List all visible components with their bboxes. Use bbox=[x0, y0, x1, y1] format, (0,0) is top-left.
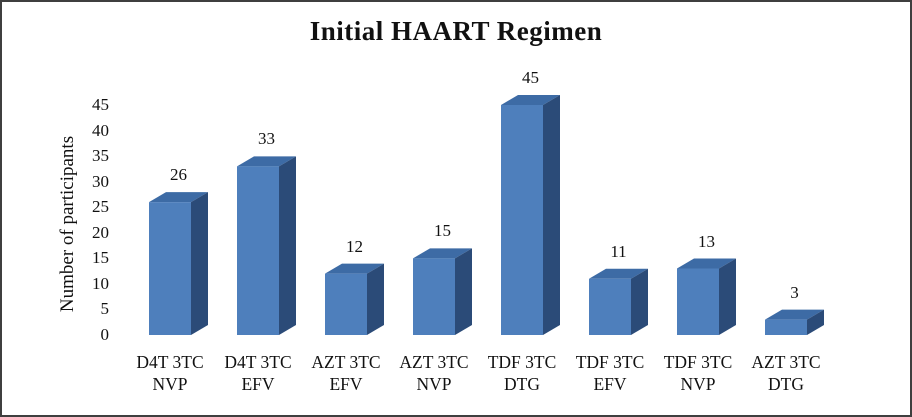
bar-top-face bbox=[149, 192, 208, 203]
bar-3d bbox=[501, 95, 560, 335]
bar-value-label: 33 bbox=[258, 129, 275, 149]
bar-front-face bbox=[149, 202, 191, 335]
bar-front-face bbox=[501, 105, 543, 335]
bar-front-face bbox=[413, 258, 455, 335]
x-category-label: TDF 3TC NVP bbox=[663, 352, 733, 394]
x-category-label: AZT 3TC DTG bbox=[751, 352, 821, 394]
y-tick-label: 40 bbox=[92, 120, 109, 140]
x-category-label: TDF 3TC DTG bbox=[487, 352, 557, 394]
y-tick-label: 5 bbox=[100, 299, 110, 319]
y-tick-label: 45 bbox=[92, 95, 109, 114]
bar-top-face bbox=[589, 268, 648, 279]
y-tick-label: 20 bbox=[92, 222, 109, 242]
x-category-label: D4T 3TC NVP bbox=[136, 352, 204, 394]
bar-side-face bbox=[455, 248, 472, 335]
bar-3d bbox=[149, 192, 208, 335]
bar-side-face bbox=[279, 156, 296, 335]
x-category-label: AZT 3TC NVP bbox=[399, 352, 469, 394]
y-tick-label: 15 bbox=[92, 248, 109, 268]
bar-top-face bbox=[413, 248, 472, 259]
bar-side-face bbox=[367, 263, 384, 335]
bar-front-face bbox=[765, 319, 807, 335]
bar-3d bbox=[413, 248, 472, 335]
bar-3d bbox=[237, 156, 296, 335]
bar-side-face bbox=[719, 258, 736, 335]
bar-side-face bbox=[631, 268, 648, 335]
y-tick-label: 10 bbox=[92, 273, 109, 293]
bar-top-face bbox=[237, 156, 296, 167]
bar-3d bbox=[677, 258, 736, 335]
bar-value-label: 13 bbox=[698, 231, 715, 251]
x-category-label: D4T 3TC EFV bbox=[224, 352, 292, 394]
y-tick-label: 0 bbox=[100, 325, 110, 344]
bar-side-face bbox=[807, 309, 824, 335]
bar-3d bbox=[589, 268, 648, 335]
bar-front-face bbox=[677, 268, 719, 335]
bar-value-label: 26 bbox=[170, 165, 187, 185]
x-category-label: AZT 3TC EFV bbox=[311, 352, 381, 394]
y-tick-label: 35 bbox=[92, 146, 109, 166]
bar-value-label: 11 bbox=[610, 241, 627, 261]
bar-value-label: 12 bbox=[346, 236, 363, 256]
bar-value-label: 45 bbox=[522, 68, 539, 87]
bar-front-face bbox=[325, 273, 367, 335]
bar-front-face bbox=[237, 166, 279, 335]
bar-front-face bbox=[589, 278, 631, 335]
y-tick-label: 25 bbox=[92, 197, 109, 217]
x-category-label: TDF 3TC EFV bbox=[575, 352, 645, 394]
bar-side-face bbox=[191, 192, 208, 335]
bar-3d bbox=[325, 263, 384, 335]
chart-title: Initial HAART Regimen bbox=[309, 16, 603, 46]
bar-top-face bbox=[677, 258, 736, 269]
y-tick-label: 30 bbox=[92, 171, 109, 191]
bar-value-label: 3 bbox=[790, 282, 799, 302]
bar-top-face bbox=[501, 95, 560, 105]
bar-top-face bbox=[765, 309, 824, 320]
bar-value-label: 15 bbox=[434, 221, 451, 241]
bar-3d bbox=[765, 309, 824, 335]
bar-top-face bbox=[325, 263, 384, 274]
bar-side-face bbox=[543, 95, 560, 335]
